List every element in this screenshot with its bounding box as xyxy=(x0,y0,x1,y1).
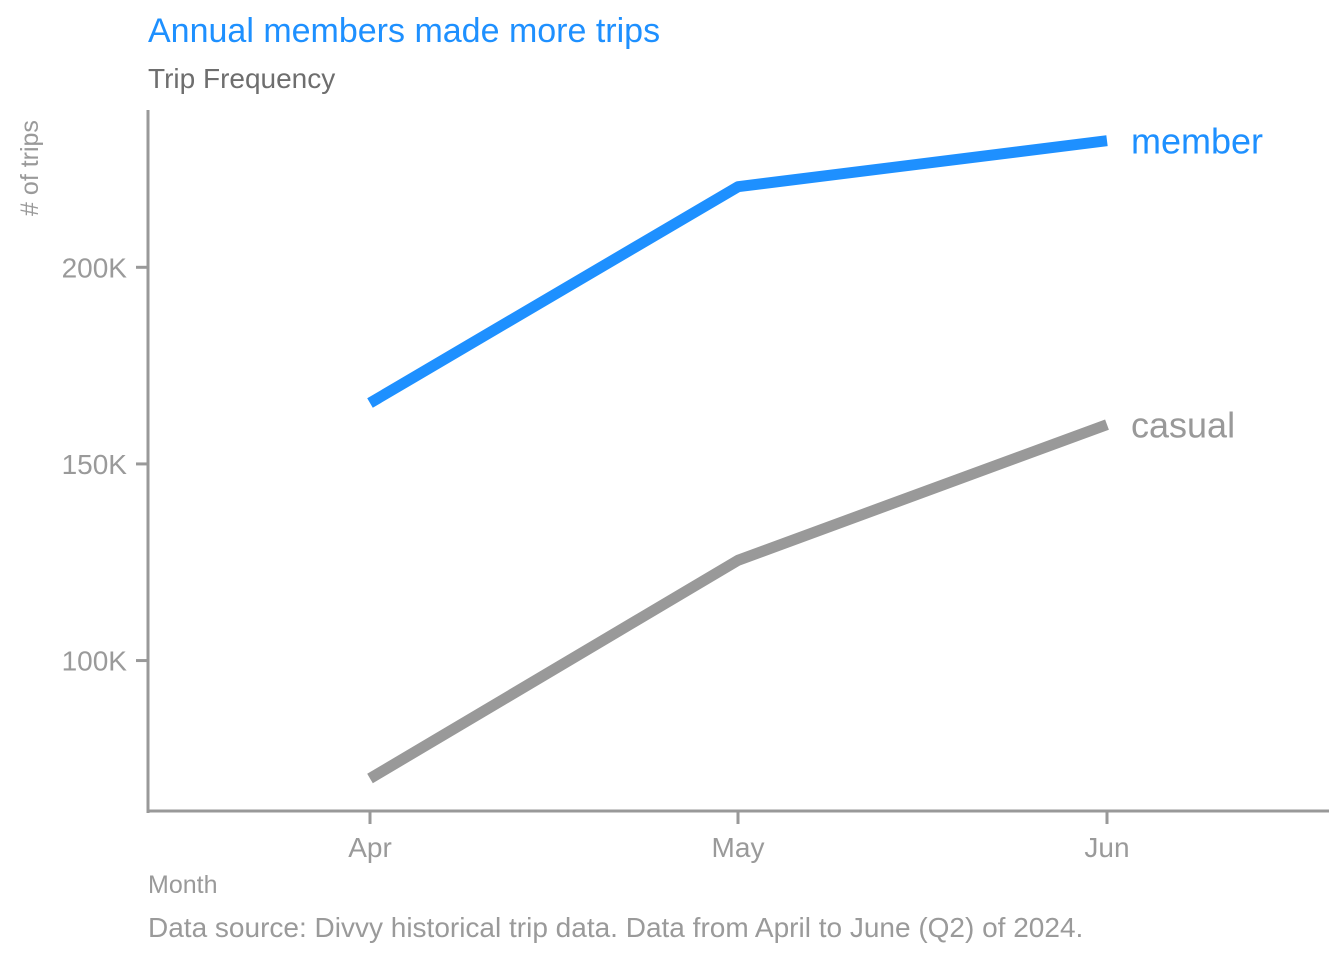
y-ticks: 100K 150K 200K xyxy=(62,252,148,677)
x-tick-label: Jun xyxy=(1084,832,1129,863)
y-tick-label: 100K xyxy=(62,646,128,677)
series-label-casual: casual xyxy=(1131,405,1235,446)
x-ticks: Apr May Jun xyxy=(348,811,1130,863)
series-label-member: member xyxy=(1131,121,1263,162)
chart-title: Annual members made more trips xyxy=(148,12,660,50)
x-tick-label: Apr xyxy=(348,832,392,863)
x-axis-title: Month xyxy=(148,871,217,899)
chart-subtitle: Trip Frequency xyxy=(148,63,335,94)
series-lines xyxy=(367,135,1109,784)
x-tick-label: May xyxy=(712,832,765,863)
y-tick-label: 150K xyxy=(62,449,128,480)
series-line-member xyxy=(367,135,1108,408)
y-tick-label: 200K xyxy=(62,252,128,283)
plot-area: 100K 150K 200K Apr May Jun member casual xyxy=(62,110,1329,863)
y-axis-title: # of trips xyxy=(16,120,44,216)
series-labels: member casual xyxy=(1131,121,1263,446)
series-line-casual xyxy=(367,419,1109,784)
chart-caption: Data source: Divvy historical trip data.… xyxy=(148,912,1083,943)
